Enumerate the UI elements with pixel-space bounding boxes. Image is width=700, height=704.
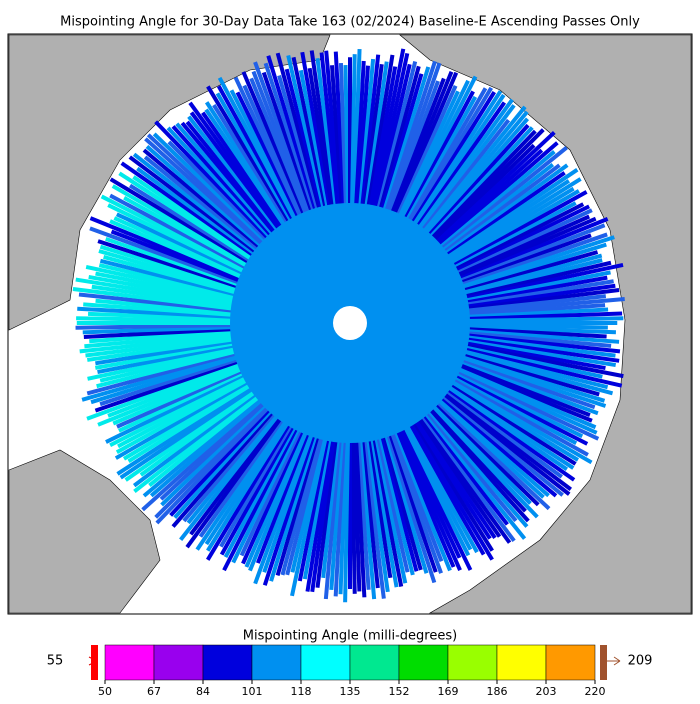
colorbar-bin [545,644,596,681]
colorbar-bin [251,644,302,681]
colorbar-tick-label: 220 [585,685,606,698]
colorbar-bin [398,644,449,681]
over-value: 209 [628,654,653,669]
colorbar: 50 67 84 101 118 135 152 169 186 203 220 [88,644,621,698]
colorbar-tick-label: 186 [487,685,508,698]
colorbar-tick-label: 84 [196,685,210,698]
colorbar-tick-label: 135 [340,685,361,698]
colorbar-bin [349,644,400,681]
land [8,449,161,614]
colorbar-bin [447,644,498,681]
colorbar-bin [153,644,204,681]
colorbar-bin [496,644,547,681]
colorbar-label: Mispointing Angle (milli-degrees) [243,629,457,644]
colorbar-tick-label: 152 [389,685,410,698]
colorbar-tick-label: 203 [536,685,557,698]
title: Mispointing Angle for 30-Day Data Take 1… [60,15,640,30]
land [8,34,331,331]
colorbar-tick-label: 169 [438,685,459,698]
colorbar-tick-label: 101 [242,685,263,698]
map [7,33,693,615]
over-arrow [607,656,621,666]
under-box [91,645,98,680]
pole-gap [333,306,367,340]
under-value: 55 [47,654,64,669]
colorbar-bin [300,644,351,681]
over-box [600,645,607,680]
colorbar-tick-label: 67 [147,685,161,698]
colorbar-tick-label: 50 [98,685,112,698]
colorbar-bin [104,644,155,681]
swaths [72,48,625,603]
colorbar-tick-label: 118 [291,685,312,698]
colorbar-bin [202,644,253,681]
